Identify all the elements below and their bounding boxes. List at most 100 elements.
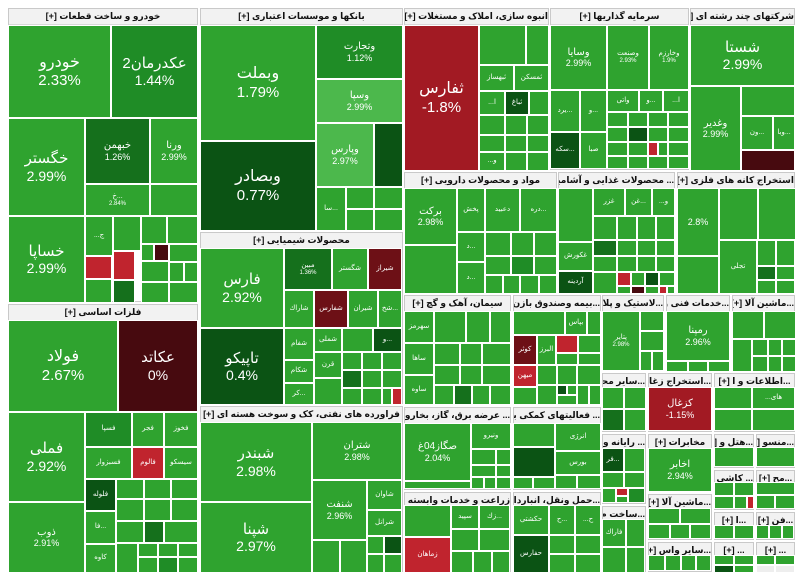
stock-tile[interactable]: [576, 536, 600, 553]
sector-header[interactable]: ...لاستیک و پلا [+]: [603, 296, 663, 312]
stock-tile[interactable]: [170, 263, 183, 281]
stock-tile[interactable]: [172, 500, 197, 520]
stock-tile[interactable]: [514, 478, 532, 488]
stock-tile[interactable]: [715, 388, 751, 408]
stock-tile[interactable]: [497, 450, 510, 464]
stock-tile[interactable]: دعبید: [486, 189, 519, 231]
stock-tile[interactable]: [155, 245, 168, 260]
stock-tile[interactable]: شتران 2.98%: [313, 423, 401, 479]
stock-tile[interactable]: پخش: [458, 189, 484, 231]
stock-tile[interactable]: [735, 566, 753, 572]
sector-header[interactable]: استخراج کانه های فلزی [+]: [678, 173, 794, 189]
stock-tile[interactable]: [435, 344, 459, 364]
stock-tile[interactable]: [733, 340, 751, 371]
stock-tile[interactable]: کزغال -1.15%: [649, 388, 711, 430]
stock-tile[interactable]: [363, 353, 381, 369]
stock-tile[interactable]: [618, 287, 630, 293]
stock-tile[interactable]: [145, 480, 170, 498]
stock-tile[interactable]: ...ون: [742, 117, 772, 149]
stock-tile[interactable]: ...دره: [521, 189, 556, 231]
stock-tile[interactable]: [733, 312, 763, 338]
stock-tile[interactable]: [534, 478, 554, 488]
stock-tile[interactable]: حکشتی: [514, 506, 548, 534]
stock-tile[interactable]: [657, 217, 674, 239]
stock-tile[interactable]: [742, 151, 794, 170]
stock-tile[interactable]: [497, 466, 510, 476]
stock-tile[interactable]: [653, 352, 663, 370]
stock-tile[interactable]: [172, 480, 197, 498]
stock-tile[interactable]: [461, 344, 481, 364]
stock-tile[interactable]: بورس: [556, 452, 600, 474]
stock-tile[interactable]: [363, 371, 381, 387]
stock-tile[interactable]: [742, 87, 794, 115]
stock-tile[interactable]: ورنا 2.99%: [151, 119, 197, 183]
stock-tile[interactable]: شرانل: [368, 511, 401, 535]
stock-tile[interactable]: [550, 536, 574, 553]
stock-tile[interactable]: [715, 526, 733, 538]
stock-tile[interactable]: [629, 113, 647, 126]
stock-tile[interactable]: ا...: [664, 91, 688, 111]
sector-header[interactable]: خودرو و ساخت قطعات [+]: [9, 9, 197, 25]
stock-tile[interactable]: [578, 476, 600, 488]
stock-tile[interactable]: فجر: [133, 413, 163, 446]
sector-header[interactable]: ...ماشین آلا [+]: [733, 296, 794, 312]
stock-tile[interactable]: ...و: [374, 329, 401, 351]
stock-tile[interactable]: [383, 389, 391, 404]
stock-tile[interactable]: [758, 241, 775, 265]
stock-tile[interactable]: [114, 217, 140, 250]
stock-tile[interactable]: [343, 353, 361, 369]
stock-tile[interactable]: 2.8%: [678, 189, 718, 255]
stock-tile[interactable]: [578, 386, 588, 404]
stock-tile[interactable]: [393, 389, 401, 404]
stock-tile[interactable]: ونیرو: [472, 424, 510, 448]
stock-tile[interactable]: [557, 354, 577, 364]
stock-tile[interactable]: [638, 217, 655, 239]
stock-tile[interactable]: [86, 257, 111, 278]
stock-tile[interactable]: [139, 558, 157, 572]
stock-tile[interactable]: [689, 362, 707, 371]
stock-tile[interactable]: [629, 489, 644, 502]
stock-tile[interactable]: [559, 189, 592, 241]
stock-tile[interactable]: های...: [753, 388, 794, 408]
stock-tile[interactable]: [452, 552, 472, 572]
stock-tile[interactable]: [638, 241, 655, 255]
stock-tile[interactable]: [474, 552, 491, 572]
stock-tile[interactable]: [117, 500, 143, 520]
stock-tile[interactable]: [757, 448, 794, 466]
stock-tile[interactable]: [473, 386, 489, 404]
stock-tile[interactable]: شیران: [349, 291, 377, 327]
stock-tile[interactable]: [769, 340, 781, 355]
stock-tile[interactable]: [776, 566, 794, 572]
stock-tile[interactable]: فملی 2.92%: [9, 413, 84, 501]
stock-tile[interactable]: [765, 312, 795, 338]
stock-tile[interactable]: [720, 189, 757, 239]
stock-tile[interactable]: [594, 241, 616, 255]
stock-tile[interactable]: [625, 388, 645, 408]
stock-tile[interactable]: [117, 544, 137, 572]
stock-tile[interactable]: [769, 357, 781, 371]
stock-tile[interactable]: [313, 541, 339, 572]
stock-tile[interactable]: اخابر 2.94%: [649, 449, 711, 491]
stock-tile[interactable]: ...و: [640, 91, 662, 111]
stock-tile[interactable]: [594, 217, 616, 239]
stock-tile[interactable]: غزر: [594, 189, 624, 215]
stock-tile[interactable]: [629, 143, 647, 155]
stock-tile[interactable]: [588, 312, 600, 334]
stock-tile[interactable]: [632, 273, 644, 285]
stock-tile[interactable]: [618, 217, 636, 239]
sector-header[interactable]: ...سایر محصولا [+]: [603, 374, 645, 390]
stock-tile[interactable]: [783, 526, 793, 538]
stock-tile[interactable]: [641, 332, 663, 350]
stock-tile[interactable]: [117, 480, 143, 498]
stock-tile[interactable]: ا...: [480, 92, 504, 114]
stock-tile[interactable]: [383, 371, 401, 387]
stock-tile[interactable]: غکورش: [559, 243, 592, 270]
sector-header[interactable]: ... عرضه برق، گاز، بخاروآب [+]: [405, 408, 510, 424]
stock-tile[interactable]: شفام: [285, 329, 313, 359]
stock-tile[interactable]: [618, 257, 636, 271]
stock-tile[interactable]: فسبزوار: [86, 448, 131, 478]
stock-tile[interactable]: [480, 26, 525, 64]
stock-tile[interactable]: [617, 489, 627, 495]
stock-tile[interactable]: [385, 537, 401, 553]
stock-tile[interactable]: [668, 287, 674, 293]
